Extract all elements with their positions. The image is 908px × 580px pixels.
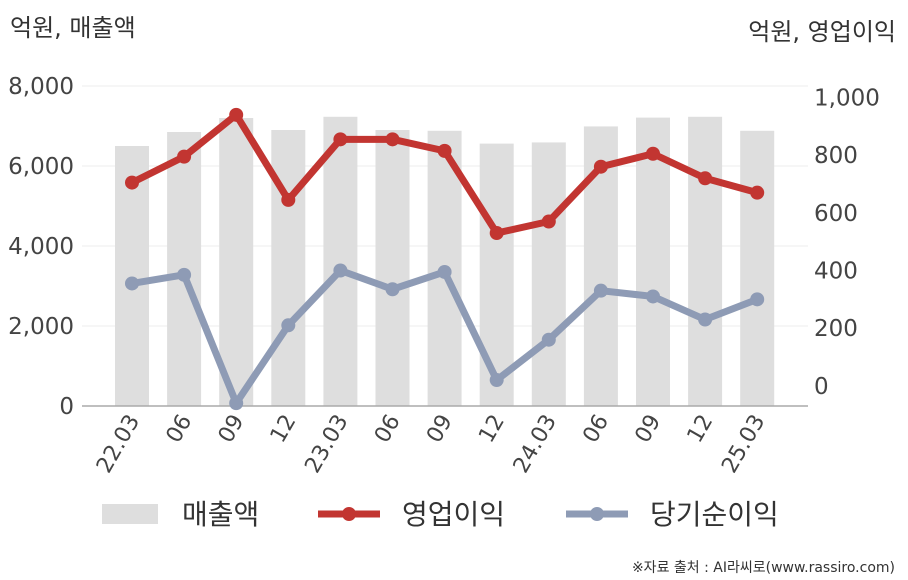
point-operating-income <box>593 159 608 174</box>
x-tick-label: 09 <box>214 411 250 448</box>
x-tick-label: 12 <box>266 411 302 448</box>
point-net-income <box>437 264 452 279</box>
point-net-income <box>750 292 765 307</box>
left-tick-label: 0 <box>59 394 74 420</box>
right-tick-label: 0 <box>814 374 829 400</box>
point-net-income <box>541 332 556 347</box>
left-axis-ticks: 0 2,000 4,000 6,000 8,000 <box>8 74 74 420</box>
point-operating-income <box>125 175 139 190</box>
right-tick-label: 200 <box>814 316 858 342</box>
bar-series <box>115 116 775 407</box>
right-tick-label: 400 <box>814 259 858 285</box>
point-net-income <box>646 289 660 304</box>
point-net-income <box>177 267 192 282</box>
legend-label-net-income: 당기순이익 <box>650 498 779 531</box>
point-net-income <box>229 396 244 411</box>
point-operating-income <box>750 185 765 200</box>
legend-label-operating-income: 영업이익 <box>402 498 505 531</box>
bar-sales <box>219 118 254 406</box>
point-net-income <box>281 318 296 333</box>
legend-marker-net-income <box>590 507 604 521</box>
right-tick-label: 800 <box>814 143 858 169</box>
x-tick-label: 23.03 <box>300 411 353 478</box>
bar-sales <box>323 116 358 407</box>
x-tick-label: 12 <box>474 411 510 448</box>
point-net-income <box>698 312 713 327</box>
right-axis-ticks: 0 200 400 600 800 1,000 <box>814 86 880 400</box>
point-net-income <box>385 282 400 297</box>
right-axis-unit: 억원, 영업이익 <box>748 18 896 46</box>
right-tick-label: 1,000 <box>814 86 880 112</box>
point-operating-income <box>385 132 400 147</box>
point-operating-income <box>698 171 713 186</box>
legend: 매출액 영업이익 당기순이익 <box>102 498 779 531</box>
x-tick-label: 06 <box>578 411 614 448</box>
legend-marker-operating-income <box>342 507 356 521</box>
bar-sales <box>531 142 566 406</box>
bar-sales <box>688 116 723 407</box>
point-operating-income <box>646 146 660 161</box>
point-net-income <box>333 263 348 278</box>
point-operating-income <box>541 214 556 229</box>
x-tick-label: 24.03 <box>509 411 562 478</box>
point-net-income <box>593 283 608 298</box>
point-net-income <box>125 276 139 291</box>
point-operating-income <box>281 192 296 207</box>
x-tick-label: 12 <box>683 411 719 448</box>
legend-swatch-sales <box>102 504 158 524</box>
x-tick-label: 06 <box>370 411 406 448</box>
point-operating-income <box>333 132 348 147</box>
point-operating-income <box>489 226 504 241</box>
point-operating-income <box>437 143 452 158</box>
left-tick-label: 2,000 <box>8 314 74 340</box>
legend-label-sales: 매출액 <box>182 498 259 531</box>
left-tick-label: 8,000 <box>8 74 74 100</box>
source-note: ※자료 출처 : AI라씨로(www.rassiro.com) <box>632 560 895 576</box>
left-axis-unit: 억원, 매출액 <box>10 14 136 42</box>
point-operating-income <box>177 149 192 164</box>
right-tick-label: 600 <box>814 201 858 227</box>
point-net-income <box>489 373 504 388</box>
bar-sales <box>740 130 775 407</box>
bar-sales <box>375 130 410 406</box>
x-tick-label: 09 <box>422 411 458 448</box>
x-tick-label: 06 <box>162 411 198 448</box>
point-operating-income <box>229 107 244 122</box>
bar-sales <box>636 117 670 406</box>
left-tick-label: 4,000 <box>8 234 74 260</box>
x-tick-label: 09 <box>631 411 667 448</box>
x-tick-label: 25.03 <box>717 411 770 478</box>
left-tick-label: 6,000 <box>8 154 74 180</box>
line-series <box>125 107 765 411</box>
bar-sales <box>271 130 306 406</box>
x-tick-label: 22.03 <box>92 411 145 478</box>
